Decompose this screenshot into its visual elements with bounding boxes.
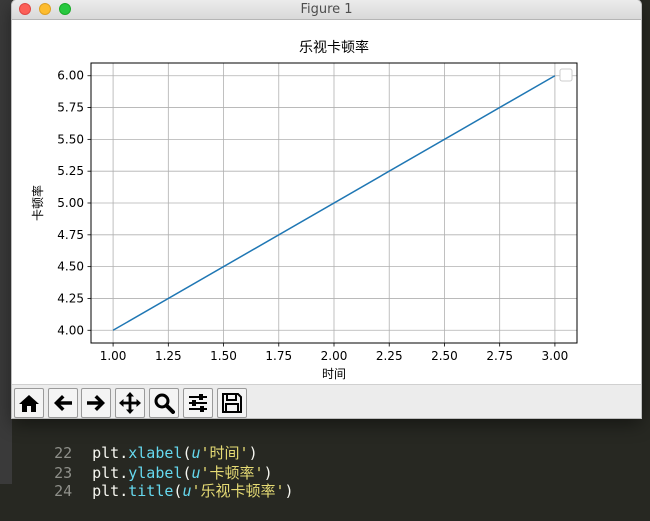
x-tick-label: 2.75 — [486, 349, 513, 363]
code-object: plt — [92, 482, 120, 500]
legend — [559, 68, 573, 82]
x-tick-label: 1.25 — [155, 349, 182, 363]
arrow-right-icon — [87, 395, 105, 411]
sliders-icon — [189, 394, 207, 412]
code-prefix: u — [191, 444, 201, 462]
x-tick-label: 1.75 — [265, 349, 292, 363]
code-string: '时间' — [200, 444, 249, 462]
grid — [91, 63, 577, 343]
chart-title: 乐视卡顿率 — [299, 39, 369, 56]
home-icon — [19, 395, 39, 412]
code-prefix: u — [191, 464, 201, 482]
code-string: '卡顿率' — [200, 464, 264, 482]
figure-window: Figure 1 1.00 1.25 1.50 1.75 2.00 2.25 2.50 2.7… — [12, 0, 641, 418]
forward-button[interactable] — [81, 388, 111, 418]
back-button[interactable] — [48, 388, 78, 418]
navigation-toolbar — [12, 384, 641, 418]
series-line — [112, 75, 556, 331]
line-number: 22 — [54, 444, 73, 462]
legend-box — [559, 68, 573, 82]
minimize-window-button[interactable] — [39, 3, 51, 15]
code-prefix: u — [182, 482, 192, 500]
x-tick-label: 2.00 — [321, 349, 348, 363]
y-tick-label: 5.00 — [57, 196, 84, 210]
line-number: 24 — [54, 482, 73, 500]
y-tick-label: 5.25 — [57, 164, 84, 178]
editor-side-strip — [0, 0, 12, 484]
y-tick-label: 4.50 — [57, 260, 84, 274]
series-layer — [112, 75, 556, 331]
zoom-button[interactable] — [149, 388, 179, 418]
save-button[interactable] — [217, 388, 247, 418]
x-axis-label: 时间 — [322, 367, 346, 381]
code-function: ylabel — [128, 464, 183, 482]
floppy-disk-icon — [222, 393, 242, 413]
code-object: plt — [92, 464, 120, 482]
move-icon — [119, 392, 141, 414]
code-line: 23 plt.ylabel(u'卡顿率') — [0, 443, 273, 482]
code-object: plt — [92, 444, 120, 462]
y-tick-label: 4.75 — [57, 228, 84, 242]
x-tick-label: 1.50 — [210, 349, 237, 363]
x-tick-label: 2.50 — [431, 349, 458, 363]
line-number: 23 — [54, 464, 73, 482]
window-title: Figure 1 — [300, 2, 353, 17]
y-tick-label: 4.00 — [57, 323, 84, 337]
y-tick-label: 4.25 — [57, 291, 84, 305]
figure-canvas[interactable]: 1.00 1.25 1.50 1.75 2.00 2.25 2.50 2.75 3.00 4.00… — [12, 20, 641, 384]
x-tick-label: 1.00 — [100, 349, 127, 363]
magnifier-icon — [154, 393, 175, 414]
code-line: 24 plt.title(u'乐视卡顿率') — [0, 461, 294, 500]
maximize-window-button[interactable] — [59, 3, 71, 15]
configure-subplots-button[interactable] — [183, 388, 213, 418]
close-window-button[interactable] — [19, 3, 31, 15]
y-tick-label: 6.00 — [57, 69, 84, 83]
x-tick-label: 2.25 — [376, 349, 403, 363]
y-tick-label: 5.75 — [57, 101, 84, 115]
window-titlebar[interactable]: Figure 1 — [12, 0, 641, 20]
code-function: xlabel — [128, 444, 183, 462]
line-chart[interactable]: 1.00 1.25 1.50 1.75 2.00 2.25 2.50 2.75 3.00 4.00… — [12, 20, 641, 384]
arrow-left-icon — [54, 395, 72, 411]
code-function: title — [128, 482, 174, 500]
ticks: 1.00 1.25 1.50 1.75 2.00 2.25 2.50 2.75 3.00 4.00… — [57, 69, 568, 363]
pan-button[interactable] — [115, 388, 145, 418]
y-axis-label: 卡顿率 — [30, 185, 45, 221]
code-string: '乐视卡顿率' — [191, 482, 285, 500]
y-tick-label: 5.50 — [57, 132, 84, 146]
figure-background — [12, 20, 641, 384]
code-line: 22 plt.xlabel(u'时间') — [0, 423, 258, 462]
x-tick-label: 3.00 — [542, 349, 569, 363]
home-button[interactable] — [14, 388, 44, 418]
